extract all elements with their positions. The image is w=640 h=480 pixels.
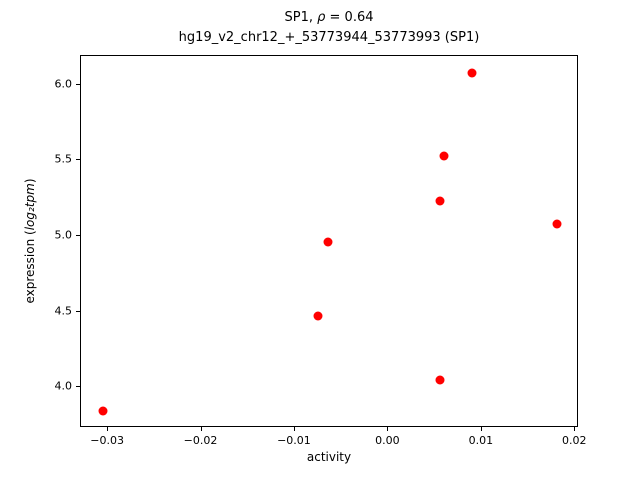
scatter-point bbox=[552, 219, 562, 229]
x-tick-mark bbox=[293, 427, 295, 431]
y-tick-label: 5.5 bbox=[54, 152, 73, 166]
x-tick-mark bbox=[387, 427, 389, 431]
x-tick-label: 0.01 bbox=[468, 434, 494, 447]
y-axis-label-suffix: ) bbox=[23, 178, 37, 184]
x-tick-mark bbox=[107, 427, 109, 431]
x-axis-label: activity bbox=[306, 450, 352, 464]
y-tick-label: 6.0 bbox=[54, 77, 73, 91]
x-tick-label: −0.02 bbox=[183, 434, 218, 447]
x-tick-mark bbox=[574, 427, 576, 431]
y-tick-mark bbox=[76, 159, 80, 161]
chart-title-prefix: SP1, bbox=[284, 10, 318, 25]
x-tick-label: 0.02 bbox=[562, 434, 587, 447]
chart-title: SP1, ρ = 0.64 bbox=[284, 10, 373, 25]
scatter-point bbox=[439, 151, 449, 161]
x-tick-mark bbox=[480, 427, 482, 431]
y-tick-mark bbox=[76, 310, 80, 312]
chart-title-suffix: = 0.64 bbox=[325, 10, 374, 25]
y-tick-mark bbox=[76, 234, 80, 236]
x-tick-mark bbox=[200, 427, 202, 431]
y-tick-label: 5.0 bbox=[54, 228, 73, 242]
y-tick-mark bbox=[76, 386, 80, 388]
scatter-point bbox=[435, 375, 445, 385]
y-tick-label: 4.0 bbox=[54, 379, 73, 393]
chart-subtitle: hg19_v2_chr12_+_53773944_53773993 (SP1) bbox=[178, 30, 480, 45]
y-tick-mark bbox=[76, 83, 80, 85]
scatter-point bbox=[323, 237, 333, 247]
y-axis-label: expression (log₂tpm) bbox=[23, 178, 37, 303]
scatter-point bbox=[98, 406, 108, 416]
scatter-point bbox=[435, 196, 445, 206]
scatter-point bbox=[313, 311, 323, 321]
y-tick-label: 4.5 bbox=[54, 304, 73, 318]
scatter-point bbox=[467, 68, 477, 78]
x-tick-label: 0.00 bbox=[375, 434, 400, 447]
y-axis-label-math: log₂tpm bbox=[23, 183, 37, 231]
chart-title-rho-symbol: ρ bbox=[317, 10, 326, 25]
plot-area bbox=[80, 55, 578, 427]
x-tick-label: −0.01 bbox=[277, 434, 311, 447]
x-tick-label: −0.03 bbox=[90, 434, 124, 447]
y-axis-label-prefix: expression ( bbox=[23, 230, 37, 304]
